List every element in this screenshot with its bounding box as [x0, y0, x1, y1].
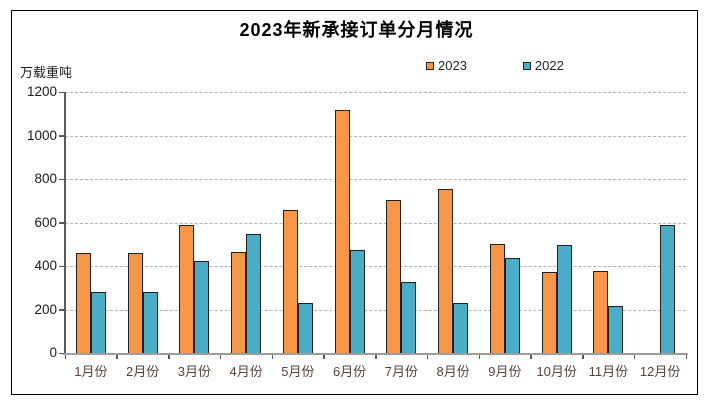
bar-2023-5月份: [282, 209, 298, 353]
y-axis-line: [64, 92, 66, 353]
bar-2022-4月份: [246, 234, 262, 353]
bar-2022-3月份: [194, 260, 210, 353]
x-axis-tick: [168, 355, 170, 359]
x-tick-label: 1月份: [74, 364, 108, 379]
bar-2022-12月份: [660, 224, 676, 353]
x-axis-tick: [582, 355, 584, 359]
chart-title: 2023年新承接订单分月情况: [239, 20, 474, 40]
bar-2022-7月份: [401, 282, 417, 353]
y-tick-label: 1200: [26, 84, 57, 99]
gridline-1000: [65, 135, 686, 137]
x-axis-tick: [478, 355, 480, 359]
x-axis-tick: [271, 355, 273, 359]
x-axis-line: [63, 353, 688, 355]
y-tick-label: 1000: [26, 127, 57, 143]
x-axis-tick: [633, 355, 636, 359]
x-tick-label: 8月份: [436, 364, 470, 379]
y-tick-label: 400: [34, 258, 57, 273]
y-axis-tick: [59, 91, 64, 93]
x-tick-label: 3月份: [177, 364, 211, 379]
legend-item-2023: 2023: [426, 58, 467, 73]
x-axis-tick: [375, 355, 377, 359]
bar-2022-11月份: [608, 306, 624, 353]
legend-label-2023: 2023: [438, 58, 467, 73]
bar-2022-1月份: [90, 291, 106, 353]
x-axis-tick: [530, 355, 532, 359]
bar-2023-6月份: [334, 109, 350, 353]
y-tick-label: 600: [34, 214, 57, 230]
x-axis-tick: [426, 355, 429, 359]
bar-2022-10月份: [556, 245, 572, 353]
bar-2023-9月份: [489, 244, 505, 353]
legend: 2023 2022: [426, 58, 564, 73]
y-axis-tick: [59, 309, 64, 311]
bar-2022-9月份: [504, 257, 520, 353]
bar-2023-7月份: [386, 199, 402, 353]
bar-2022-8月份: [453, 302, 469, 353]
bar-2022-2月份: [142, 291, 158, 353]
plot-area: 0 200 400 600 800 1000 1200 1月份 2月份 3月份 4月份 5月份 6月份 7…: [27, 85, 688, 379]
legend-item-2022: 2022: [522, 58, 564, 73]
x-tick-label: 7月份: [384, 364, 418, 379]
bar-2023-10月份: [541, 272, 557, 353]
legend-swatch-2023-icon: [426, 61, 434, 70]
x-tick-label: 4月份: [229, 364, 263, 379]
bar-2023-4月份: [231, 251, 247, 353]
x-tick-label: 9月份: [488, 364, 522, 379]
x-axis-tick: [116, 355, 118, 359]
x-axis-tick: [64, 355, 66, 359]
bar-2022-6月份: [349, 249, 365, 353]
legend-swatch-2022-icon: [522, 61, 531, 70]
x-tick-label: 11月份: [588, 364, 629, 379]
x-axis-tick: [219, 355, 222, 359]
gridline-800: [65, 179, 686, 180]
y-axis-tick: [59, 135, 64, 137]
x-tick-label: 10月份: [536, 364, 577, 379]
bar-2023-8月份: [438, 189, 454, 353]
gridline-600: [65, 222, 686, 224]
y-axis-unit-label: 万载重吨: [20, 65, 73, 80]
bar-2023-2月份: [127, 252, 143, 353]
y-axis-tick: [59, 352, 64, 354]
x-axis-tick: [685, 355, 687, 359]
y-tick-label: 800: [34, 171, 57, 186]
x-tick-label: 2月份: [126, 364, 160, 379]
bar-2022-5月份: [297, 302, 313, 353]
x-tick-label: 5月份: [281, 364, 315, 379]
y-axis-tick: [59, 265, 64, 267]
gridline-400: [65, 266, 686, 267]
y-axis-tick: [59, 178, 64, 180]
gridline-1200: [65, 92, 686, 93]
bar-2023-11月份: [593, 271, 609, 353]
bar-2023-3月份: [179, 224, 195, 353]
bar-2023-1月份: [75, 253, 91, 353]
y-tick-label: 200: [34, 301, 57, 317]
y-tick-label: 0: [49, 345, 57, 360]
x-tick-label: 12月份: [639, 364, 681, 379]
legend-label-2022: 2022: [534, 58, 564, 73]
gridline-200: [65, 309, 686, 311]
y-axis-tick: [59, 222, 64, 224]
x-axis-tick: [323, 355, 325, 359]
x-tick-label: 6月份: [333, 364, 367, 379]
